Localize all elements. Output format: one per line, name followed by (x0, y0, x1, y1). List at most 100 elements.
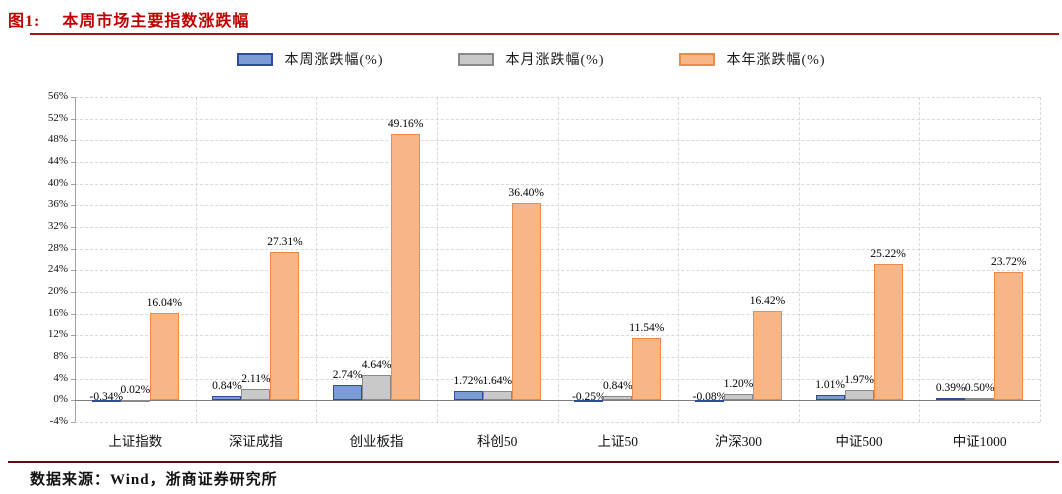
y-axis-tick-label: 56% (47, 90, 68, 102)
y-axis-tick-label: 0% (53, 393, 68, 406)
y-axis-tick-mark (71, 422, 75, 423)
gridline-vertical (798, 97, 800, 422)
bar-week (333, 385, 363, 401)
footer-divider-line (8, 461, 1059, 463)
y-axis-tick-label: 4% (53, 371, 68, 384)
y-axis-tick-label: -4% (49, 415, 68, 427)
bar-value-label: 36.40% (508, 187, 544, 200)
y-axis-tick-label: 24% (47, 263, 68, 276)
x-category-label: 上证指数 (108, 434, 163, 449)
gridline-vertical (1040, 97, 1041, 422)
gridline-vertical (919, 97, 921, 422)
bar-value-label: 0.02% (120, 384, 151, 397)
y-axis-tick-mark (71, 335, 75, 337)
y-axis-tick-label: 48% (47, 133, 68, 146)
bar-value-label: 16.42% (749, 295, 786, 308)
legend-label: 本月涨跌幅(%) (505, 53, 605, 68)
y-axis-tick-mark (71, 205, 75, 207)
y-axis-tick-label: 16% (47, 306, 68, 319)
x-category-label: 沪深300 (714, 434, 763, 449)
figure-number: 图1: (8, 13, 41, 30)
bar-value-label: 1.72% (453, 375, 484, 388)
figure-title: 图1: 本周市场主要指数涨跌幅 (8, 7, 249, 31)
y-axis-tick-mark (71, 183, 75, 185)
legend-label: 本周涨跌幅(%) (284, 53, 384, 68)
x-category-label: 科创50 (476, 434, 518, 449)
bar-value-label: -0.25% (572, 391, 606, 404)
bar-value-label: 23.72% (990, 255, 1027, 268)
bar-value-label: 27.31% (267, 236, 303, 249)
bar-value-label: 49.16% (387, 118, 424, 131)
x-axis-zero-line (75, 400, 1040, 402)
bar-week (91, 400, 121, 403)
y-axis-tick-label: 20% (47, 285, 68, 297)
y-axis-tick-mark (71, 118, 75, 120)
bar-year (752, 311, 782, 401)
legend-item: 本周涨跌幅(%) (236, 49, 384, 69)
title-divider-line (30, 33, 1059, 35)
bar-year (149, 313, 179, 401)
bar-year (391, 134, 421, 401)
y-axis-tick-mark (71, 378, 75, 380)
bar-value-label: 11.54% (629, 321, 665, 334)
y-axis-tick-label: 8% (53, 350, 68, 362)
y-axis-line (75, 97, 76, 422)
bar-month (482, 391, 512, 401)
bar-week (815, 394, 845, 401)
bar-value-label: -0.34% (89, 391, 124, 404)
bar-year (511, 203, 541, 401)
bar-value-label: 1.20% (723, 377, 754, 390)
y-axis-tick-label: 32% (47, 220, 68, 232)
bar-year (632, 337, 662, 401)
bar-value-label: 1.01% (815, 378, 845, 391)
bar-month (603, 395, 633, 401)
chart-legend: 本周涨跌幅(%) 本月涨跌幅(%) 本年涨跌幅(%) (0, 49, 1062, 69)
bar-value-label: 2.11% (241, 372, 271, 385)
bar-month (120, 400, 150, 403)
legend-swatch (678, 52, 715, 66)
bar-year (994, 271, 1024, 401)
legend-swatch (457, 52, 494, 66)
bar-value-label: -0.08% (692, 391, 727, 404)
x-category-label: 创业板指 (349, 434, 404, 449)
bar-week (212, 395, 242, 401)
legend-item: 本年涨跌幅(%) (678, 49, 826, 69)
bar-value-label: 16.04% (146, 297, 183, 310)
legend-item: 本月涨跌幅(%) (457, 49, 605, 69)
y-axis-tick-mark (71, 357, 75, 358)
x-category-label: 上证50 (597, 434, 639, 449)
bar-month (844, 389, 874, 401)
bar-year (873, 263, 903, 401)
bar-year (270, 252, 300, 401)
bar-week (574, 400, 604, 403)
gridline-vertical (316, 97, 318, 422)
legend-label: 本年涨跌幅(%) (726, 53, 826, 68)
bar-month (965, 397, 995, 401)
gridline-horizontal (75, 422, 1040, 423)
y-axis-tick-label: 12% (47, 328, 68, 341)
x-category-label: 中证500 (835, 434, 883, 449)
bar-week (694, 400, 724, 403)
bar-value-label: 2.74% (332, 369, 363, 382)
y-axis-tick-mark (71, 140, 75, 142)
y-axis-tick-mark (71, 270, 75, 272)
bar-month (241, 388, 271, 401)
y-axis-tick-mark (71, 313, 75, 315)
y-axis-tick-mark (71, 162, 75, 163)
y-axis-tick-label: 40% (47, 176, 68, 189)
y-axis-tick-label: 28% (47, 241, 68, 254)
bar-value-label: 0.84% (212, 379, 242, 392)
y-axis-tick-mark (71, 292, 75, 293)
bar-value-label: 0.39% (935, 382, 966, 395)
bar-value-label: 0.84% (602, 379, 633, 392)
bar-month (362, 375, 392, 401)
y-axis-tick-mark (71, 227, 75, 228)
gridline-vertical (436, 97, 438, 422)
bar-week (453, 391, 483, 401)
bar-value-label: 0.50% (964, 381, 995, 394)
gridline-vertical (195, 97, 197, 422)
bar-value-label: 1.97% (844, 373, 874, 386)
y-axis-tick-mark (71, 400, 75, 402)
